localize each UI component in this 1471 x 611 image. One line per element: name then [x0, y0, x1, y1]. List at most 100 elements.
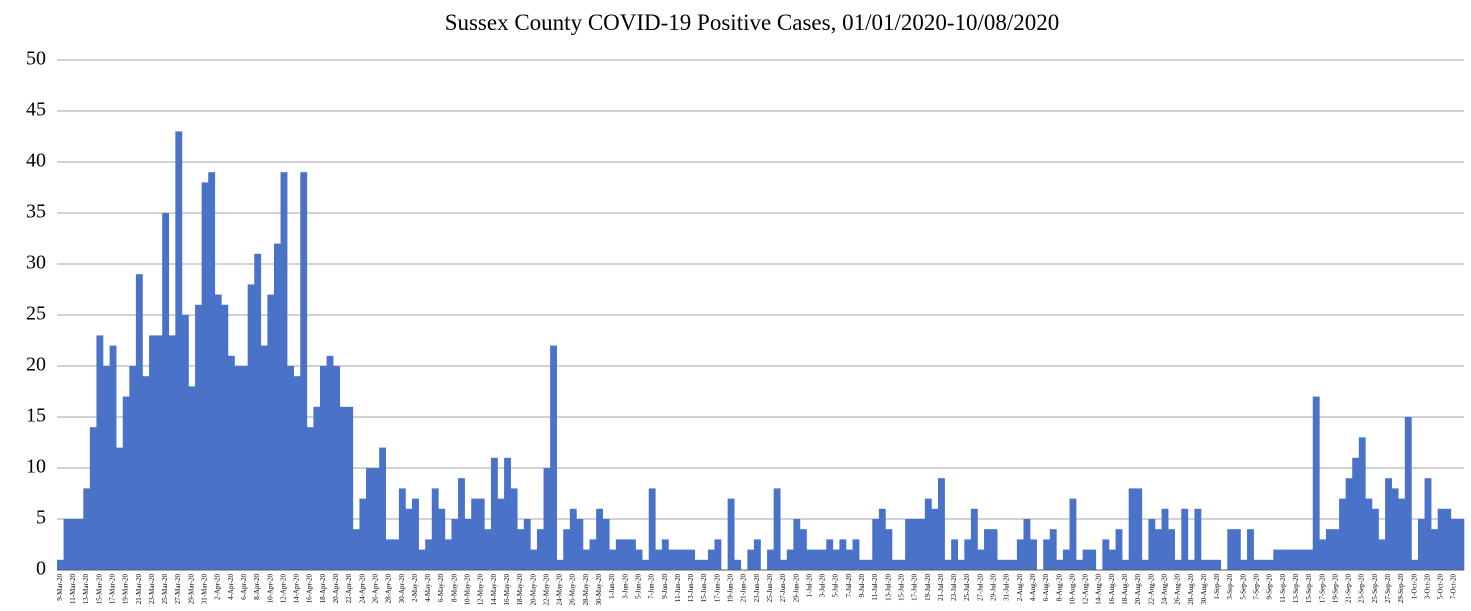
- bar: [550, 345, 557, 570]
- x-tick-label: 1-Jun-20: [608, 574, 616, 599]
- bar: [379, 447, 387, 570]
- x-tick-label: 25-Jun-20: [766, 574, 774, 603]
- bar: [1332, 529, 1340, 570]
- bar: [1404, 417, 1412, 570]
- x-tick-label: 12-Aug-20: [1082, 574, 1090, 605]
- x-tick-label: 8-Apr-20: [253, 574, 261, 600]
- bar: [1161, 508, 1169, 570]
- x-tick-label: 6-Apr-20: [240, 574, 248, 600]
- bar: [681, 549, 689, 570]
- bar: [918, 519, 926, 570]
- x-tick-label: 19-Mar-20: [122, 574, 130, 605]
- bar: [431, 488, 439, 570]
- x-tick-label: 18-Apr-20: [319, 574, 327, 604]
- bar: [1365, 498, 1373, 570]
- x-tick-label: 27-Mar-20: [174, 574, 182, 605]
- bar: [195, 304, 202, 570]
- x-tick-label: 8-Aug-20: [1055, 574, 1063, 602]
- bar: [208, 172, 216, 570]
- y-tick-label: 40: [26, 150, 46, 172]
- chart-title: Sussex County COVID-19 Positive Cases, 0…: [445, 10, 1060, 35]
- bar: [938, 478, 945, 570]
- bar: [675, 549, 682, 570]
- x-tick-label: 29-Sep-20: [1397, 574, 1405, 604]
- bar: [839, 539, 847, 570]
- x-tick-label: 29-Jun-20: [792, 574, 800, 603]
- bar: [622, 539, 630, 570]
- bar: [1279, 549, 1287, 570]
- bar: [977, 549, 985, 570]
- x-tick-label: 23-Sep-20: [1358, 574, 1366, 604]
- bar: [155, 335, 163, 570]
- bar: [852, 539, 860, 570]
- bar: [773, 488, 781, 570]
- bar: [405, 508, 413, 570]
- bar: [799, 529, 807, 570]
- x-tick-label: 26-May-20: [569, 574, 577, 606]
- x-tick-label: 7-Oct-20: [1450, 574, 1458, 600]
- x-tick-label: 15-Jun-20: [700, 574, 708, 603]
- bar: [898, 559, 906, 570]
- bar: [1201, 559, 1208, 570]
- bar: [1023, 519, 1031, 570]
- x-tick-label: 9-Sep-20: [1266, 574, 1274, 600]
- bar: [221, 304, 229, 570]
- x-tick-label: 21-Jun-20: [740, 574, 748, 603]
- bar: [1371, 508, 1379, 570]
- y-tick-label: 10: [26, 456, 46, 478]
- x-tick-label: 17-Sep-20: [1318, 574, 1326, 604]
- bar: [510, 488, 518, 570]
- bar: [1003, 559, 1011, 570]
- x-tick-label: 12-Apr-20: [279, 574, 287, 604]
- x-tick-label: 29-Jul-20: [990, 574, 998, 601]
- bar: [1391, 488, 1399, 570]
- bar: [149, 335, 156, 570]
- bar: [504, 457, 511, 570]
- x-tick-label: 31-Jul-20: [1003, 574, 1011, 601]
- bar: [1286, 549, 1294, 570]
- bar: [944, 559, 952, 570]
- x-tick-label: 11-Sep-20: [1279, 574, 1287, 603]
- bar: [96, 335, 104, 570]
- x-tick-label: 13-Mar-20: [82, 574, 90, 605]
- bar: [596, 508, 604, 570]
- bar: [1082, 549, 1090, 570]
- bar: [109, 345, 117, 570]
- bar: [392, 539, 400, 570]
- bar: [471, 498, 479, 570]
- x-tick-label: 11-Mar-20: [69, 574, 77, 604]
- x-tick-label: 19-Jul-20: [924, 574, 932, 601]
- bar: [1260, 559, 1268, 570]
- bar: [859, 559, 866, 570]
- x-tick-label: 7-Jun-20: [648, 574, 656, 599]
- x-tick-label: 23-Jul-20: [950, 574, 958, 601]
- bar: [458, 478, 465, 570]
- bar: [116, 447, 124, 570]
- y-tick-label: 25: [26, 303, 46, 325]
- bar: [1108, 549, 1116, 570]
- bar: [319, 366, 327, 570]
- bar: [234, 366, 242, 570]
- bar: [168, 335, 176, 570]
- bar: [1325, 529, 1333, 570]
- x-tick-label: 1-Jul-20: [805, 574, 813, 598]
- bar: [885, 529, 893, 570]
- bar: [1437, 508, 1445, 570]
- x-tick-label: 16-May-20: [503, 574, 511, 606]
- bar: [444, 539, 452, 570]
- bar: [346, 406, 354, 570]
- bar: [707, 549, 715, 570]
- bar: [366, 468, 373, 570]
- bar: [129, 366, 137, 570]
- bar: [359, 498, 367, 570]
- bar: [490, 457, 498, 570]
- x-tick-label: 14-May-20: [490, 574, 498, 606]
- bar: [872, 519, 880, 570]
- bar: [615, 539, 623, 570]
- bar: [497, 498, 505, 570]
- x-tick-label: 5-Sep-20: [1239, 574, 1247, 600]
- x-tick-label: 11-Jul-20: [871, 574, 879, 601]
- bar: [635, 549, 643, 570]
- bar: [484, 529, 492, 570]
- bar: [1194, 508, 1202, 570]
